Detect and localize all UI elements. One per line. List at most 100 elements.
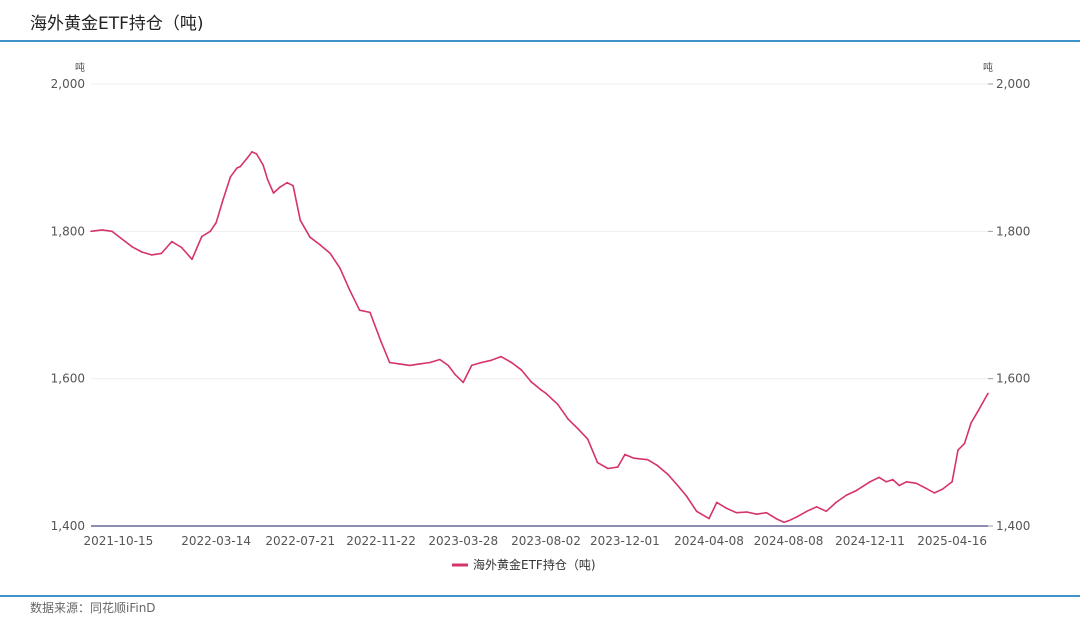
series-point — [735, 511, 738, 514]
series-point — [131, 246, 133, 248]
legend: 海外黄金ETF持仓（吨) — [452, 557, 596, 572]
series-point — [607, 467, 609, 470]
series-point — [299, 219, 302, 222]
series-point — [266, 179, 269, 181]
series-point — [963, 442, 966, 445]
series-point — [557, 403, 559, 406]
series-point — [933, 492, 936, 494]
series-point — [567, 418, 569, 421]
series-point — [349, 289, 351, 292]
y-tick-label-left: 1,400 — [51, 519, 85, 533]
series-point — [454, 373, 456, 376]
series-point — [141, 251, 143, 253]
series-point — [520, 369, 522, 371]
series-point — [262, 164, 264, 166]
series-point — [239, 165, 242, 168]
series-point — [418, 363, 421, 365]
series-point — [787, 520, 790, 522]
series-point — [540, 388, 542, 391]
series-point — [388, 361, 391, 364]
series-point — [686, 495, 688, 498]
series-point — [480, 361, 483, 364]
series-point — [892, 478, 894, 481]
y-tick-label-right: 1,400 — [996, 519, 1030, 533]
line-chart: 吨 吨 2,000 1,800 1,600 1,400 2,000 1,800 1,600… — [51, 61, 1031, 572]
series-point — [957, 449, 959, 451]
y-tick-label-left: 2,000 — [51, 77, 85, 91]
series-point — [855, 489, 858, 492]
series-point — [545, 392, 547, 395]
series-point — [470, 364, 473, 367]
y-tick-label-left: 1,600 — [51, 372, 85, 386]
series-point — [915, 482, 918, 485]
series-point — [624, 453, 626, 456]
series-point — [835, 501, 837, 504]
series-point — [292, 184, 294, 187]
series-point — [369, 311, 371, 314]
series-point — [825, 510, 828, 513]
series-point — [201, 235, 203, 238]
series-point — [236, 167, 238, 169]
series-point — [510, 361, 513, 364]
series-point — [272, 192, 275, 194]
series-point — [695, 510, 698, 513]
series-point — [905, 481, 908, 483]
x-tick-label: 2023-08-02 — [511, 534, 581, 548]
series-point — [987, 392, 989, 395]
series-point — [596, 461, 599, 464]
x-tick-label: 2023-12-01 — [590, 534, 660, 548]
grid-lines — [91, 83, 988, 380]
x-tick-label: 2024-08-08 — [754, 534, 824, 548]
y-tick-label-right: 1,800 — [996, 224, 1030, 238]
series-line — [90, 151, 989, 524]
series-point — [191, 258, 193, 261]
series-point — [429, 361, 431, 364]
series-point — [878, 476, 880, 479]
series-point — [746, 511, 748, 513]
series-point — [716, 501, 718, 504]
x-tick-label: 2024-04-08 — [674, 534, 744, 548]
header-divider — [0, 40, 1080, 42]
series-point — [898, 484, 901, 487]
series-point — [339, 267, 341, 270]
series-point — [616, 466, 619, 468]
series-point — [319, 243, 321, 246]
y-tick-label-right: 2,000 — [996, 77, 1030, 91]
series-point — [180, 246, 183, 249]
series-point — [120, 237, 123, 240]
series-point — [309, 236, 311, 238]
series-point — [869, 481, 871, 483]
source-note: 数据来源：同花顺iFinD — [30, 601, 156, 615]
series-point — [755, 513, 758, 515]
series-point — [150, 254, 153, 256]
y-ticks-left: 2,000 1,800 1,600 1,400 — [51, 77, 85, 533]
x-tick-label: 2022-03-14 — [181, 534, 251, 548]
series-point — [646, 458, 649, 461]
series-point — [255, 153, 258, 155]
series-point — [765, 511, 768, 514]
series-point — [380, 341, 382, 343]
series-point — [409, 364, 411, 367]
series-point — [708, 517, 710, 520]
x-tick-label: 2021-10-15 — [84, 534, 154, 548]
legend-label: 海外黄金ETF持仓（吨) — [473, 557, 596, 572]
y-unit-left: 吨 — [75, 61, 85, 74]
series-point — [439, 358, 441, 361]
series-point — [447, 364, 450, 367]
series-point — [633, 457, 635, 460]
x-tick-label: 2023-03-28 — [428, 534, 498, 548]
series-point — [577, 428, 579, 430]
series-point — [398, 363, 401, 365]
series-point — [775, 517, 777, 520]
series-point — [160, 252, 163, 255]
series-point — [358, 309, 361, 312]
y-tick-label-right: 1,600 — [996, 372, 1030, 386]
y-tick-label-left: 1,800 — [51, 224, 85, 238]
series-point — [490, 359, 493, 362]
x-tick-label: 2024-12-11 — [835, 534, 905, 548]
series-point — [951, 481, 953, 483]
series-point — [941, 488, 944, 491]
series-point — [815, 506, 818, 508]
series-point — [229, 176, 232, 178]
series-point — [667, 473, 669, 476]
